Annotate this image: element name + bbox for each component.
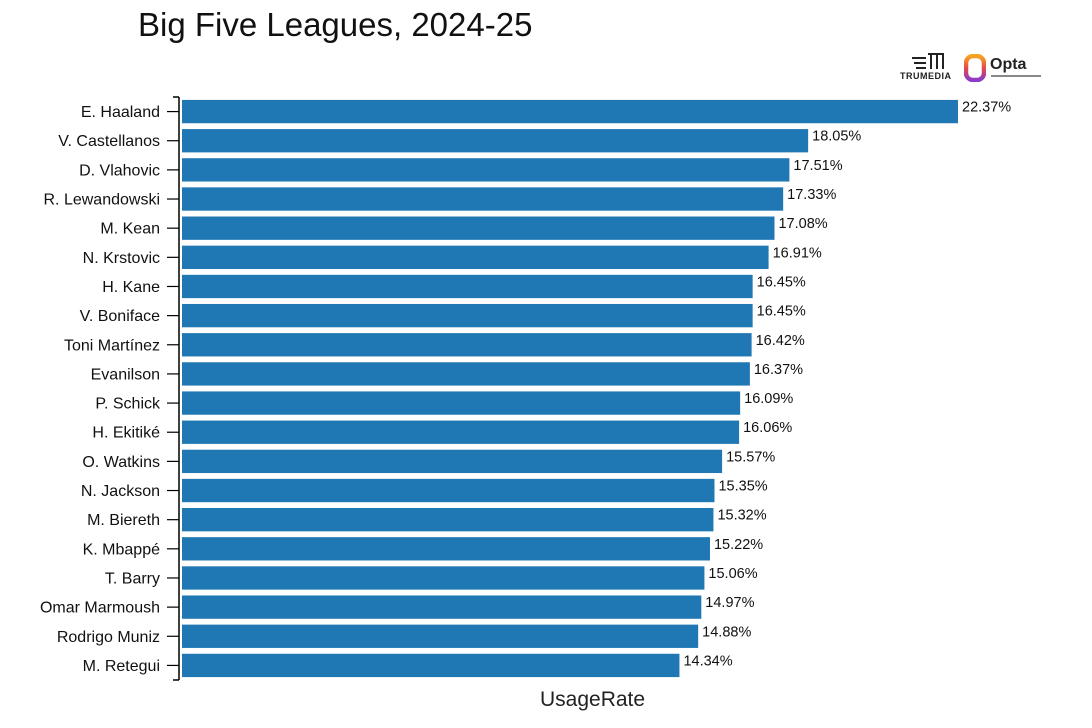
chart-title: Big Five Leagues, 2024-25	[138, 6, 533, 43]
opta-logo-subline	[991, 75, 1041, 77]
data-label: 14.88%	[702, 624, 751, 640]
bar	[182, 245, 769, 269]
bar	[182, 420, 740, 444]
data-label: 18.05%	[812, 129, 861, 145]
bar	[182, 216, 775, 240]
y-tick-label: H. Kane	[102, 279, 160, 296]
y-tick-label: N. Krstovic	[83, 250, 160, 267]
data-label: 15.35%	[718, 479, 767, 495]
trumedia-logo-text: TRUMEDIA	[900, 71, 952, 81]
data-label: 15.06%	[708, 566, 757, 582]
y-tick-label: V. Castellanos	[58, 133, 160, 150]
bar	[182, 653, 680, 678]
bar	[182, 362, 750, 386]
x-axis-label: UsageRate	[540, 688, 646, 711]
y-tick-label: Evanilson	[91, 366, 160, 383]
y-tick-label: M. Kean	[100, 221, 160, 238]
data-label: 17.51%	[793, 158, 842, 174]
bar	[182, 187, 784, 211]
y-tick-label: K. Mbappé	[83, 541, 160, 558]
data-label: 17.33%	[787, 187, 836, 203]
data-label: 16.45%	[757, 304, 806, 320]
data-label: 16.06%	[743, 420, 792, 436]
y-tick-label: Omar Marmoush	[40, 600, 160, 617]
y-tick-label: H. Ekitiké	[92, 425, 160, 442]
bar	[182, 449, 723, 474]
bar	[182, 129, 809, 153]
data-label: 16.42%	[756, 333, 805, 349]
data-label: 16.37%	[754, 362, 803, 378]
y-tick-label: N. Jackson	[81, 483, 160, 500]
y-tick-label: O. Watkins	[82, 454, 160, 471]
bar	[182, 508, 714, 532]
y-tick-label: R. Lewandowski	[44, 192, 161, 209]
y-tick-label: Toni Martínez	[64, 337, 160, 354]
bar	[182, 566, 705, 590]
data-label: 15.32%	[717, 508, 766, 524]
y-tick-label: T. Barry	[105, 570, 160, 587]
bar	[182, 333, 752, 357]
y-tick-label: D. Vlahovic	[79, 162, 160, 179]
y-tick-label: P. Schick	[95, 396, 161, 413]
y-tick-label: M. Retegui	[83, 658, 160, 675]
bar	[182, 537, 710, 561]
data-label: 15.22%	[714, 537, 763, 553]
y-tick-label: V. Boniface	[80, 308, 160, 325]
data-label: 16.09%	[744, 391, 793, 407]
logos: TRUMEDIA Opta	[898, 50, 1048, 86]
bar	[182, 624, 699, 648]
data-label: 17.08%	[778, 216, 827, 232]
bar	[182, 391, 741, 415]
data-label: 16.91%	[773, 245, 822, 261]
data-label: 22.37%	[962, 100, 1011, 116]
bar	[182, 274, 753, 299]
opta-logo-text: Opta	[990, 56, 1027, 73]
data-label: 14.97%	[705, 595, 754, 611]
bar	[182, 99, 958, 124]
y-tick-label: E. Haaland	[81, 104, 160, 121]
y-tick-label: Rodrigo Muniz	[57, 629, 160, 646]
bar	[182, 478, 715, 503]
opta-logo-icon	[964, 54, 986, 82]
trumedia-logo-icon	[912, 53, 944, 69]
bar	[182, 303, 753, 328]
bar	[182, 158, 790, 182]
data-label: 14.34%	[683, 653, 732, 669]
data-label: 15.57%	[726, 449, 775, 465]
bar	[182, 595, 702, 619]
y-tick-label: M. Biereth	[87, 512, 160, 529]
data-label: 16.45%	[757, 274, 806, 290]
